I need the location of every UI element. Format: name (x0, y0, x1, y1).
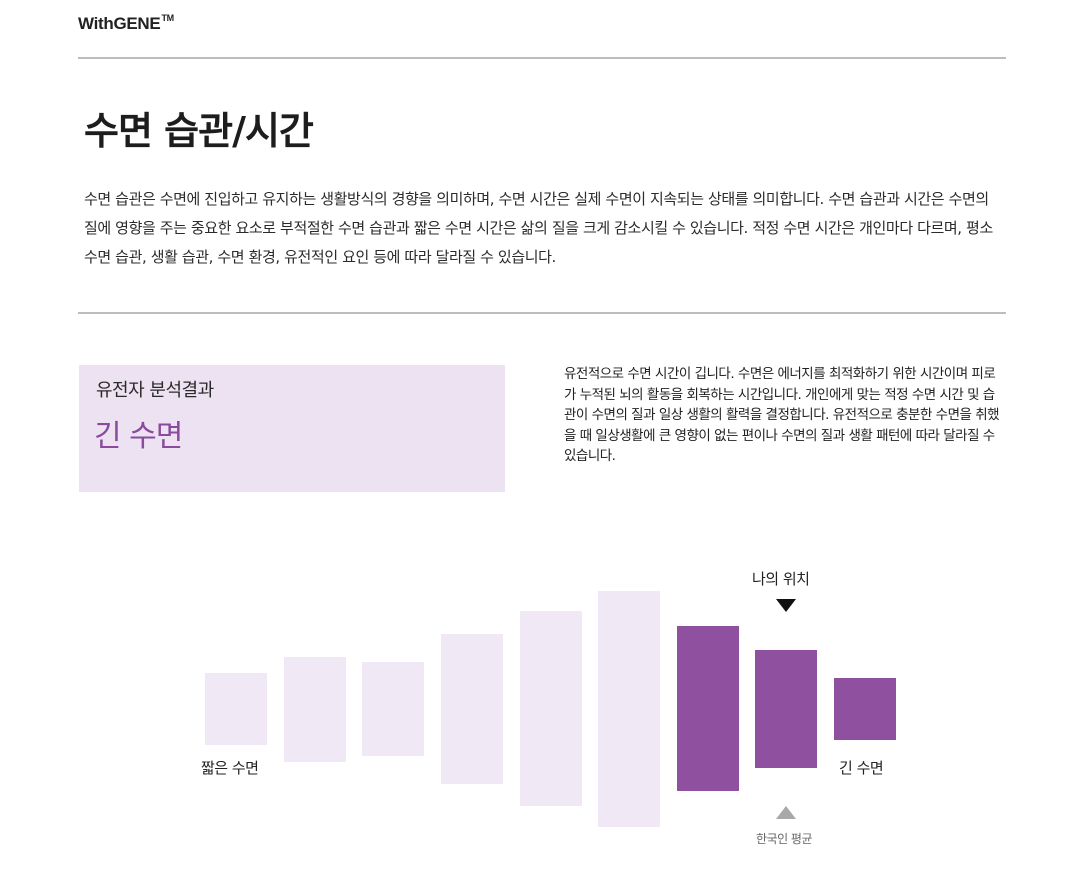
top-divider (78, 57, 1006, 59)
scale-bar (834, 678, 896, 740)
result-box: 유전자 분석결과 긴 수면 (79, 365, 505, 492)
scale-bar (598, 591, 660, 827)
my-position-label: 나의 위치 (752, 570, 810, 588)
scale-bar (205, 673, 267, 745)
long-sleep-label: 긴 수면 (839, 759, 884, 777)
section-description: 수면 습관은 수면에 진입하고 유지하는 생활방식의 경향을 의미하며, 수면 … (84, 190, 993, 266)
result-value: 긴 수면 (94, 419, 183, 454)
korean-average-label: 한국인 평균 (756, 832, 813, 846)
scale-bar (441, 634, 503, 784)
result-description: 유전적으로 수면 시간이 깁니다. 수면은 에너지를 최적화하기 위한 시간이며… (564, 366, 1000, 464)
section-divider (78, 312, 1006, 314)
scale-bar (284, 657, 346, 762)
korean-average-marker-icon (776, 806, 796, 819)
scale-bar (677, 626, 739, 791)
withgene-logo: WithGENETM (78, 13, 174, 34)
scale-bar (520, 611, 582, 806)
logo-text: WithGENE (78, 14, 161, 33)
result-label: 유전자 분석결과 (96, 380, 214, 401)
logo-trademark: TM (161, 13, 174, 23)
page-title: 수면 습관/시간 (84, 109, 314, 153)
scale-bar (362, 662, 424, 756)
scale-bar (755, 650, 817, 768)
short-sleep-label: 짧은 수면 (201, 759, 259, 777)
my-position-marker-icon (776, 599, 796, 612)
